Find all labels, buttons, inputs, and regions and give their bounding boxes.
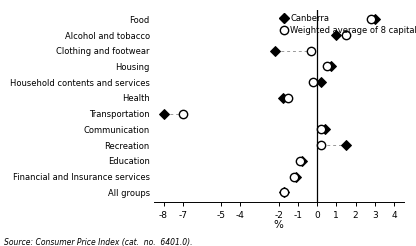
X-axis label: %: % [274,220,284,230]
Legend: Canberra, Weighted average of 8 capital cities: Canberra, Weighted average of 8 capital … [280,14,416,34]
Text: Source: Consumer Price Index (cat.  no.  6401.0).: Source: Consumer Price Index (cat. no. 6… [4,238,193,246]
